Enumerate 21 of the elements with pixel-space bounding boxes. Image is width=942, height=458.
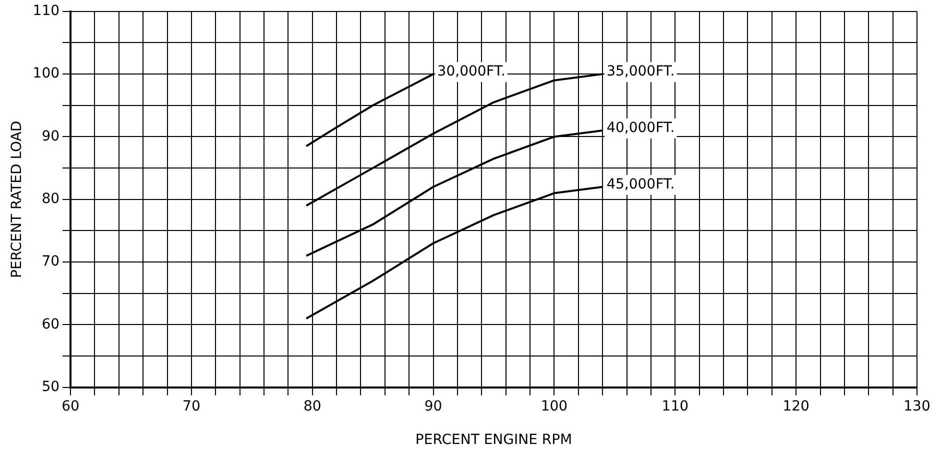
series-label: 30,000FT. [437,64,506,80]
y-tick-label: 70 [42,254,60,270]
series-label: 35,000FT. [606,64,675,80]
series-label: 45,000FT. [606,176,675,193]
y-tick-label: 100 [32,66,60,82]
x-tick-label: 80 [303,398,322,414]
x-axis-title: PERCENT ENGINE RPM [415,432,572,448]
x-tick-label: 130 [904,398,930,414]
x-tick-label: 110 [662,398,689,414]
x-tick-label: 70 [182,398,200,414]
y-tick-label: 80 [42,191,60,208]
x-tick-label: 60 [62,398,80,414]
x-tick-label: 100 [540,398,568,414]
y-axis-title: PERCENT RATED LOAD [9,120,26,278]
y-tick-label: 50 [42,379,60,396]
y-tick-label: 60 [42,316,60,332]
x-tick-label: 90 [424,398,442,414]
series-label: 40,000FT. [606,120,675,136]
x-tick-label: 120 [782,398,810,414]
y-tick-label: 110 [32,3,60,20]
y-tick-label: 90 [42,128,60,144]
